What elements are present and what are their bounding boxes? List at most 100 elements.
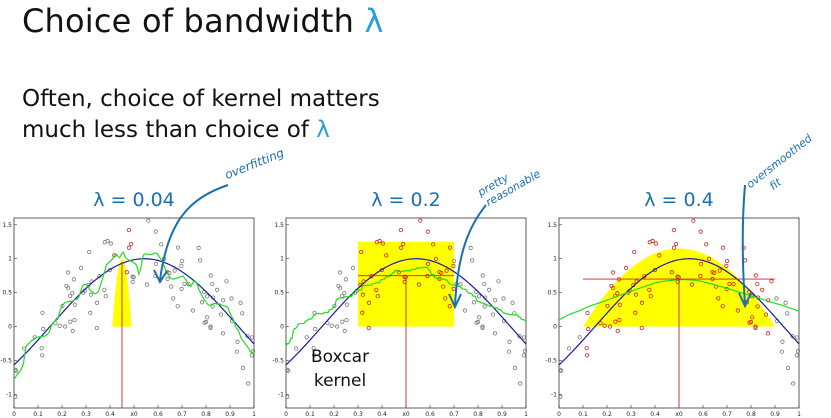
- data-point: [753, 325, 758, 330]
- x-tick-label: 0.8: [746, 411, 756, 418]
- data-point: [657, 253, 662, 258]
- x-tick-label: 0.1: [305, 411, 315, 418]
- data-point: [735, 308, 740, 313]
- y-tick-label: -0.5: [0, 358, 12, 365]
- subtitle-line-2: much less than choice of λ: [22, 115, 380, 146]
- chart-lambda-0-2: λ = 0.2 0 0.1 0.2 0.3 0.4 x0 0.6 0.7 0.8 0.9 1 -1 -0.…: [272, 189, 528, 418]
- data-point: [169, 284, 174, 289]
- x-tick-label: 0.9: [770, 411, 780, 418]
- x-tick-label: 0.6: [153, 411, 163, 418]
- y-tick-label: -1: [551, 391, 557, 398]
- data-point: [647, 287, 652, 292]
- data-point: [344, 302, 349, 307]
- data-point: [102, 240, 107, 245]
- data-point: [175, 304, 180, 309]
- data-point: [639, 300, 645, 305]
- y-tick-label: 1.5: [2, 222, 12, 229]
- boxcar-line-2: kernel: [313, 371, 367, 391]
- data-point: [785, 311, 790, 316]
- data-point: [510, 300, 515, 305]
- data-point: [720, 245, 726, 250]
- data-point: [689, 282, 695, 287]
- data-point: [342, 328, 347, 333]
- data-point: [215, 287, 220, 292]
- x-tick-label: 0.3: [626, 411, 636, 418]
- data-point: [72, 317, 77, 323]
- data-point: [487, 287, 492, 292]
- y-tick-label: -0.5: [545, 358, 557, 365]
- y-tick-label: -0.5: [272, 358, 284, 365]
- data-point: [608, 324, 613, 329]
- data-point: [384, 253, 389, 258]
- x-tick-label: 0.4: [650, 411, 660, 418]
- data-point: [617, 317, 622, 323]
- data-point: [717, 268, 722, 273]
- data-point: [468, 245, 473, 250]
- data-point: [774, 296, 779, 301]
- data-point: [71, 277, 76, 282]
- data-point: [171, 296, 176, 301]
- data-point: [70, 328, 75, 333]
- x-tick-label: 1: [524, 411, 528, 418]
- x-tick-label: 0: [284, 411, 288, 418]
- data-point: [493, 298, 498, 303]
- y-tick-label: 1.5: [547, 222, 557, 229]
- data-point: [490, 312, 496, 317]
- boxcar-kernel-label: Boxcar kernel: [311, 345, 369, 393]
- data-point: [418, 218, 423, 223]
- data-point: [611, 270, 616, 275]
- data-point: [196, 245, 201, 250]
- data-point: [87, 249, 92, 255]
- y-tick-label: 1.5: [274, 222, 284, 229]
- title-text: Choice of bandwidth: [22, 2, 365, 40]
- data-point: [698, 229, 703, 234]
- data-point: [153, 229, 158, 234]
- data-point: [124, 270, 129, 275]
- x-tick-label: 0.6: [698, 411, 708, 418]
- title-lambda: λ: [364, 2, 384, 40]
- data-point: [613, 319, 618, 324]
- x-tick-label: 0.2: [602, 411, 612, 418]
- data-point: [182, 281, 187, 286]
- data-point: [748, 319, 754, 325]
- subtitle-line-1: Often, choice of kernel matters: [22, 86, 380, 112]
- data-point: [425, 229, 430, 234]
- data-point: [521, 335, 527, 340]
- data-point: [245, 334, 250, 339]
- data-point: [205, 294, 210, 299]
- x-tick-label: 0.2: [57, 411, 67, 418]
- y-tick-label: 0.5: [274, 290, 284, 297]
- data-point: [602, 323, 607, 328]
- x-tick-label: 1: [797, 411, 801, 418]
- data-point: [452, 258, 457, 264]
- data-point: [13, 394, 18, 399]
- data-point: [727, 281, 732, 286]
- data-point: [586, 326, 591, 332]
- boxcar-line-1: Boxcar: [311, 347, 370, 367]
- data-point: [443, 296, 448, 301]
- data-point: [218, 312, 224, 317]
- data-point: [507, 339, 512, 344]
- data-point: [249, 353, 254, 358]
- data-point: [208, 273, 213, 278]
- data-point: [477, 294, 482, 299]
- data-point: [332, 303, 337, 309]
- data-point: [72, 302, 77, 307]
- x-tick-label: 0.4: [377, 411, 387, 418]
- data-point: [126, 245, 132, 250]
- data-point: [669, 270, 674, 275]
- data-point: [584, 346, 589, 351]
- data-point: [246, 381, 251, 386]
- data-point: [304, 335, 309, 340]
- data-point: [725, 258, 730, 264]
- data-point: [501, 296, 506, 301]
- data-point: [731, 282, 736, 287]
- data-point: [425, 261, 431, 267]
- data-point: [336, 283, 341, 289]
- data-point: [447, 304, 452, 309]
- data-point: [165, 276, 170, 282]
- data-point: [760, 287, 765, 292]
- data-point: [674, 241, 679, 247]
- data-point: [577, 335, 582, 340]
- x-tick-label: 0.1: [578, 411, 588, 418]
